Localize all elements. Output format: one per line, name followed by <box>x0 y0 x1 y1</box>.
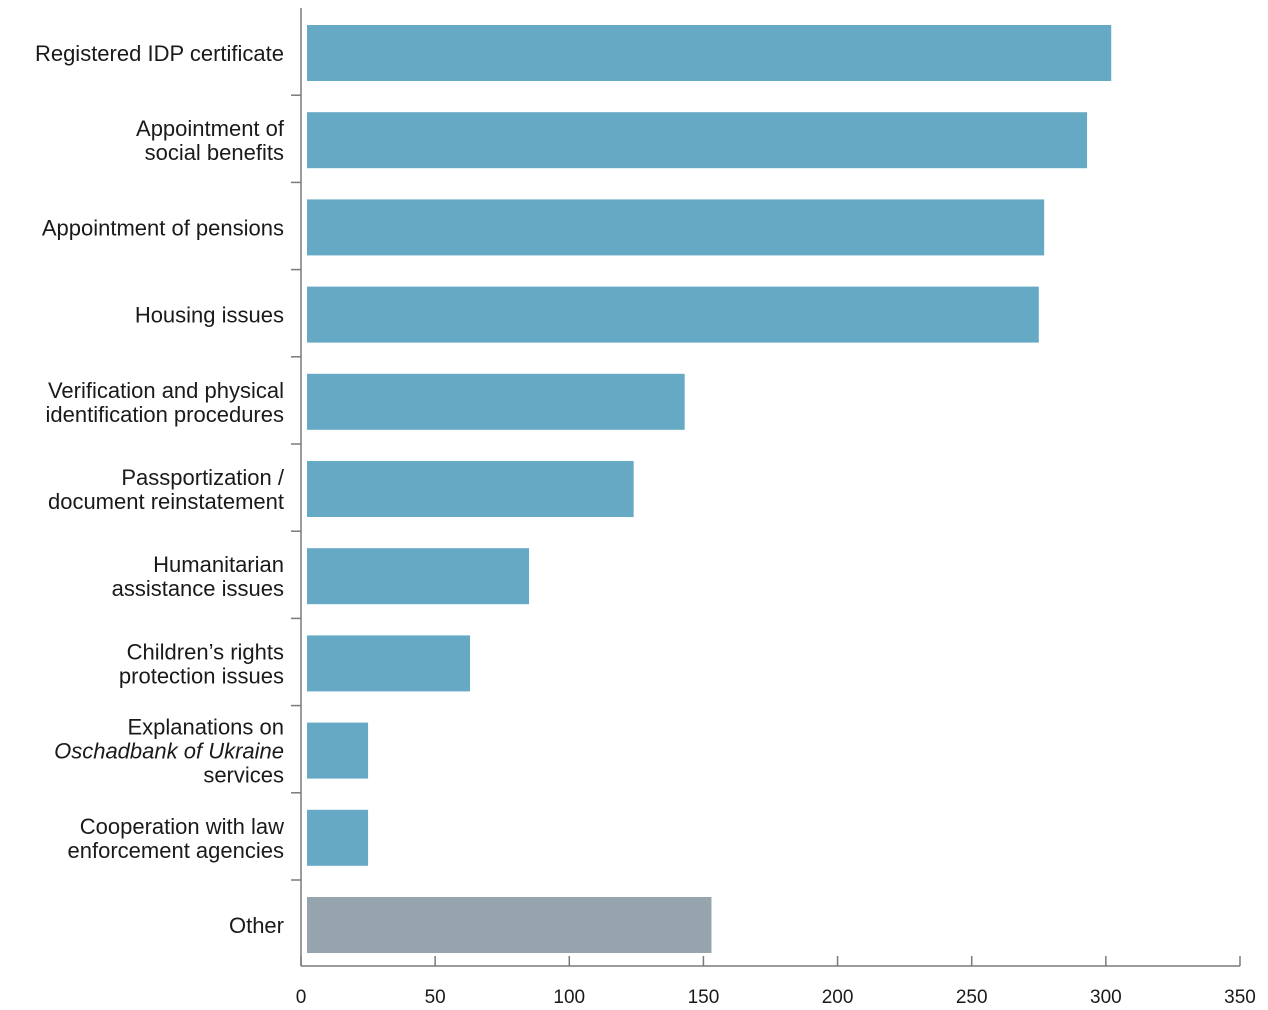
category-label-line: identification procedures <box>46 402 284 427</box>
category-label-line: Appointment of pensions <box>42 215 284 240</box>
bar <box>307 722 369 779</box>
category-label-line: Cooperation with law <box>80 814 284 839</box>
category-label-line: social benefits <box>145 140 284 165</box>
category-label: Cooperation with law enforcement agencies <box>68 814 285 863</box>
category-label-line: assistance issues <box>112 576 284 601</box>
x-tick-label: 300 <box>1090 987 1122 1008</box>
bar <box>307 635 471 692</box>
category-label: Appointment of social benefits <box>136 116 285 165</box>
category-label: Verification and physical identification … <box>46 378 284 427</box>
x-axis-ticks: 0 50 100 150 200 250 300 350 <box>296 956 1256 1008</box>
category-label-line: Explanations on <box>127 715 284 740</box>
x-tick-label: 100 <box>553 987 585 1008</box>
bar <box>307 897 712 953</box>
bar <box>307 809 369 866</box>
x-tick-label: 50 <box>425 987 446 1008</box>
x-tick-label: 0 <box>296 987 307 1008</box>
bars-layer <box>307 25 1112 953</box>
category-label-line: Appointment of <box>136 116 285 141</box>
bar <box>307 373 685 430</box>
category-label-line: Children’s rights <box>127 639 284 664</box>
category-label: Children’s rights protection issues <box>119 639 284 688</box>
category-label-line: Passportization / <box>121 465 285 490</box>
category-label: Appointment of pensions <box>42 215 284 240</box>
x-tick-label: 200 <box>822 987 854 1008</box>
category-label-line: Registered IDP certificate <box>35 41 284 66</box>
x-tick-label: 250 <box>956 987 988 1008</box>
category-label-line: Oschadbank of Ukraine <box>54 739 284 764</box>
axes <box>291 8 1240 967</box>
category-label-line: Humanitarian <box>153 552 284 577</box>
category-label: Registered IDP certificate <box>35 41 284 66</box>
category-label-line: document reinstatement <box>48 489 284 514</box>
x-tick-label: 150 <box>688 987 720 1008</box>
bar <box>307 548 530 605</box>
category-label: Other <box>229 913 284 938</box>
category-label-line: services <box>203 763 284 788</box>
bar <box>307 286 1039 343</box>
category-label-line: enforcement agencies <box>68 838 284 863</box>
x-tick-label: 350 <box>1224 987 1256 1008</box>
category-label-line: Verification and physical <box>48 378 284 403</box>
category-labels: Registered IDP certificate Appointment of… <box>35 41 285 938</box>
category-label: Housing issues <box>135 303 284 328</box>
category-label-line: Housing issues <box>135 303 284 328</box>
bar <box>307 461 634 517</box>
bar <box>307 199 1045 256</box>
bar <box>307 112 1088 169</box>
category-label-line: protection issues <box>119 663 284 688</box>
category-label: Passportization / document reinstatement <box>48 465 285 514</box>
category-label: Humanitarian assistance issues <box>112 552 284 601</box>
category-label: Explanations on Oschadbank of Ukraine serv… <box>54 715 284 788</box>
bar <box>307 25 1112 81</box>
category-label-line: Other <box>229 913 284 938</box>
